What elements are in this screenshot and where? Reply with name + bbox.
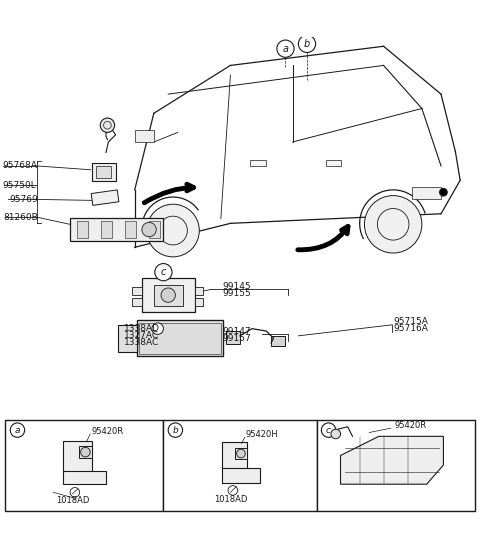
- Bar: [91, 190, 119, 205]
- Bar: [63, 471, 106, 484]
- Bar: [63, 441, 92, 472]
- Circle shape: [299, 35, 316, 52]
- Text: b: b: [172, 426, 178, 434]
- Text: 95750L: 95750L: [2, 181, 36, 189]
- Text: 1338AD: 1338AD: [124, 324, 160, 333]
- Bar: [326, 160, 340, 166]
- Circle shape: [322, 423, 336, 437]
- Circle shape: [81, 447, 90, 457]
- Text: 99155: 99155: [222, 289, 251, 298]
- Text: 95715A: 95715A: [393, 317, 428, 326]
- Bar: [142, 278, 194, 312]
- Bar: [194, 286, 203, 295]
- Text: c: c: [326, 426, 331, 434]
- Circle shape: [228, 486, 238, 495]
- Text: 1018AD: 1018AD: [56, 496, 89, 506]
- Circle shape: [161, 288, 175, 302]
- Bar: [79, 446, 92, 458]
- Text: 81260B: 81260B: [3, 213, 38, 222]
- Text: c: c: [161, 267, 166, 277]
- Text: a: a: [15, 426, 20, 434]
- Text: 95769: 95769: [9, 195, 38, 204]
- Circle shape: [152, 323, 163, 335]
- Text: 95420H: 95420H: [246, 431, 278, 439]
- Bar: [271, 336, 285, 346]
- Bar: [70, 218, 163, 241]
- Circle shape: [100, 118, 115, 132]
- Text: 95716A: 95716A: [393, 324, 428, 333]
- Bar: [149, 221, 159, 238]
- Bar: [222, 442, 247, 470]
- Bar: [135, 130, 155, 142]
- Bar: [226, 331, 240, 344]
- Circle shape: [331, 429, 340, 439]
- Circle shape: [364, 195, 422, 253]
- Bar: [163, 420, 317, 511]
- Bar: [132, 299, 142, 306]
- Circle shape: [237, 449, 245, 458]
- Bar: [77, 221, 88, 238]
- Text: 1327AC: 1327AC: [124, 331, 159, 340]
- Circle shape: [10, 423, 24, 437]
- Bar: [317, 420, 475, 511]
- Text: 1018AD: 1018AD: [214, 495, 247, 503]
- Circle shape: [277, 40, 294, 57]
- Polygon shape: [340, 436, 444, 484]
- Bar: [132, 286, 142, 295]
- Bar: [125, 221, 136, 238]
- Bar: [235, 448, 247, 459]
- Text: 95768A: 95768A: [2, 161, 37, 171]
- Bar: [412, 188, 441, 199]
- Bar: [250, 160, 266, 166]
- Circle shape: [147, 204, 199, 257]
- Circle shape: [168, 423, 182, 437]
- Circle shape: [142, 222, 156, 237]
- Text: 95420R: 95420R: [92, 427, 124, 436]
- Text: 95420R: 95420R: [394, 421, 426, 431]
- Text: 99145: 99145: [222, 282, 251, 291]
- Bar: [96, 166, 111, 178]
- Bar: [118, 325, 137, 352]
- Circle shape: [70, 487, 80, 497]
- Circle shape: [155, 263, 172, 281]
- Bar: [101, 221, 112, 238]
- Text: 99147: 99147: [222, 327, 251, 337]
- Text: a: a: [282, 44, 288, 54]
- Bar: [137, 320, 223, 356]
- Text: 1338AC: 1338AC: [124, 338, 159, 347]
- Text: b: b: [304, 39, 310, 49]
- Circle shape: [440, 188, 447, 196]
- Bar: [92, 163, 116, 181]
- Bar: [154, 285, 182, 306]
- Bar: [194, 299, 203, 306]
- Bar: [5, 420, 163, 511]
- Bar: [140, 323, 221, 354]
- Bar: [222, 469, 260, 483]
- Text: 99157: 99157: [222, 334, 251, 343]
